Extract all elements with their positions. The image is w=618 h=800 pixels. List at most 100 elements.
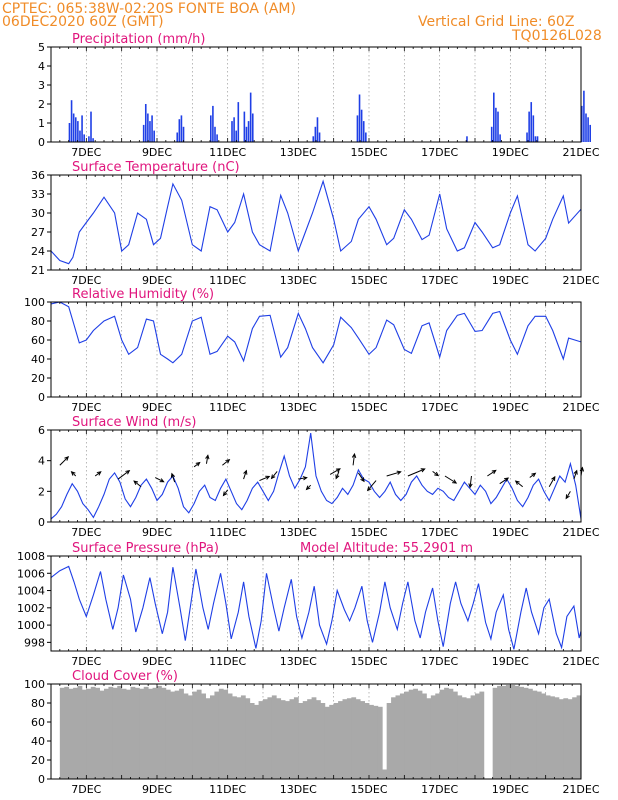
precipitation-title: Precipitation (mm/h): [72, 32, 205, 47]
precip-bar: [245, 126, 248, 142]
humidity-line: [51, 302, 581, 364]
cloud-bar: [528, 688, 533, 779]
precip-bar: [249, 92, 252, 142]
cloud-bar: [448, 688, 454, 779]
precip-bar: [216, 134, 218, 142]
cloud-bar: [399, 693, 405, 779]
wind-series: [51, 433, 581, 520]
pressure-xtick-label: 15DEC: [350, 655, 387, 668]
cloud-cover-xtick-label: 17DEC: [421, 783, 458, 796]
cloud-bar: [161, 687, 167, 779]
cloud-bar: [404, 691, 410, 779]
cloud-bar: [90, 686, 96, 779]
humidity-ytick-label: 100: [24, 296, 45, 309]
pressure-annotation: Model Altitude: 55.2901 m: [300, 541, 473, 556]
cloud-bar: [590, 703, 595, 779]
pressure-frame: [50, 555, 582, 652]
precip-bar: [318, 132, 321, 142]
precip-bar: [581, 105, 583, 142]
cloud-bars: [59, 684, 595, 779]
temperature-ytick-label: 33: [31, 188, 45, 201]
cloud-bar: [276, 698, 282, 779]
pressure-xtick-label: 11DEC: [209, 655, 246, 668]
precipitation-xtick-label: 7DEC: [71, 146, 101, 159]
humidity-xtick-label: 7DEC: [71, 401, 101, 414]
precip-bar: [493, 92, 495, 142]
cloud-cover-ytick-label: 60: [31, 716, 45, 729]
pressure-ytick-label: 998: [24, 636, 45, 649]
wind-vector: [329, 468, 341, 475]
precip-bar: [237, 102, 240, 142]
wind-vector: [259, 475, 271, 482]
cloud-bar: [360, 701, 365, 779]
precip-bar: [536, 136, 539, 142]
cloud-bar: [104, 688, 109, 779]
cloud-bar: [351, 697, 357, 779]
cloud-bar: [444, 687, 449, 779]
temperature-xtick-label: 19DEC: [492, 274, 529, 287]
cloud-bar: [395, 695, 401, 779]
humidity-xtick-label: 17DEC: [421, 401, 458, 414]
precip-bar: [314, 126, 317, 142]
precip-bar: [231, 121, 233, 142]
precip-bar: [243, 111, 246, 142]
cloud-bar: [307, 699, 312, 779]
cloud-bar: [470, 695, 476, 779]
precip-bar: [587, 117, 589, 142]
temperature-title: Surface Temperature (nC): [72, 160, 240, 175]
cloud-bar: [223, 689, 229, 779]
model-header: TQ0126L028: [512, 28, 602, 44]
precip-bar: [356, 115, 359, 142]
precip-bar: [490, 126, 493, 142]
pressure-ytick-label: 1002: [17, 602, 45, 615]
cloud-bar: [236, 697, 242, 779]
cloud-bar: [492, 687, 498, 779]
precipitation-panel: 0 1 2 3 4 5 7DEC 9DEC 11DEC 13DEC 15DEC 17DEC 19DEC 2…: [38, 32, 600, 159]
humidity-series: [51, 302, 581, 364]
cloud-bar: [267, 697, 273, 779]
cloud-bar: [475, 693, 480, 779]
precip-bar: [72, 113, 75, 142]
cloud-cover-xtick-label: 7DEC: [71, 783, 101, 796]
precipitation-ytick-label: 5: [38, 41, 45, 54]
cloud-bar: [170, 691, 176, 779]
wind-vector: [155, 477, 165, 483]
humidity-ytick-label: 20: [31, 372, 45, 385]
cloud-bar: [519, 686, 524, 779]
precip-bar: [70, 100, 73, 142]
temperature-ytick-label: 30: [31, 207, 45, 220]
wind-xtick-label: 13DEC: [280, 526, 317, 539]
cloud-bar: [240, 695, 246, 779]
precip-bar: [235, 130, 237, 142]
precipitation-ytick-label: 2: [38, 98, 45, 111]
humidity-xtick-label: 13DEC: [280, 401, 317, 414]
temperature-ytick-label: 24: [31, 245, 45, 258]
wind-vector: [305, 484, 312, 491]
pressure-xtick-label: 19DEC: [492, 655, 529, 668]
precip-bar: [81, 115, 83, 142]
cloud-bar: [572, 697, 577, 779]
cloud-bar: [536, 691, 542, 779]
wind-vector: [487, 469, 497, 477]
cloud-bar: [369, 704, 374, 779]
precip-bar: [214, 126, 216, 142]
cloud-bar: [179, 688, 184, 779]
cloud-bar: [373, 705, 379, 779]
precip-bar: [247, 121, 250, 142]
cloud-bar: [457, 695, 463, 779]
humidity-xtick-label: 21DEC: [562, 401, 599, 414]
wind-xtick-label: 11DEC: [209, 526, 246, 539]
cloud-cover-xtick-label: 15DEC: [350, 783, 387, 796]
pressure-ytick-label: 1004: [17, 585, 45, 598]
cloud-bar: [302, 701, 308, 779]
humidity-ytick-label: 80: [31, 315, 45, 328]
precip-bar: [144, 104, 147, 142]
wind-vector: [298, 476, 308, 481]
wind-vector: [407, 468, 426, 477]
cloud-bar: [139, 688, 145, 779]
run-header: 06DEC2020 60Z (GMT): [2, 14, 164, 30]
precipitation-ytick-label: 1: [38, 117, 45, 130]
cloud-bar: [81, 689, 87, 779]
temperature-series: [51, 179, 581, 265]
pressure-xtick-label: 21DEC: [562, 655, 599, 668]
